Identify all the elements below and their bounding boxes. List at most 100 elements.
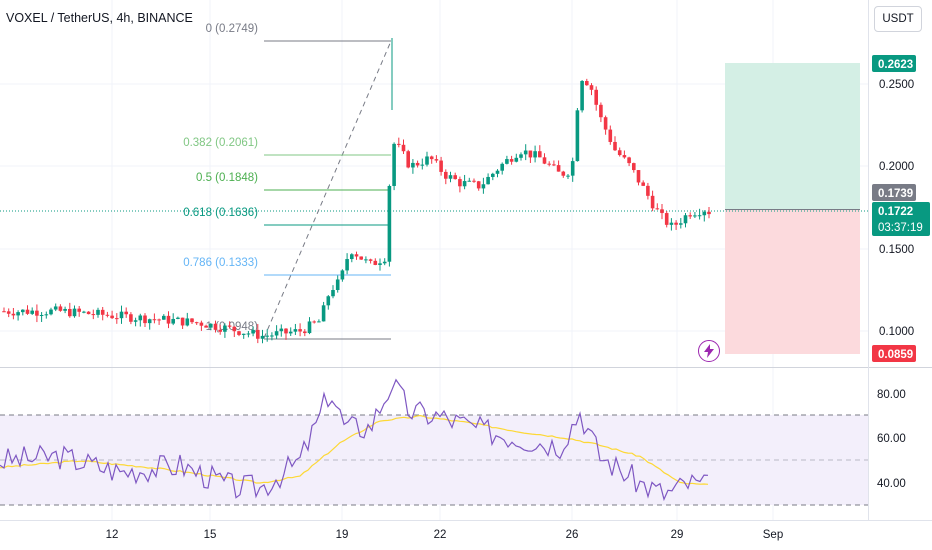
- price-tag-current: 0.1722 03:37:19: [872, 202, 930, 236]
- candle-body: [397, 143, 401, 145]
- candle-body: [570, 161, 575, 176]
- candle-body: [303, 331, 307, 334]
- bar-countdown: 03:37:19: [878, 222, 923, 234]
- candle-body: [702, 211, 707, 216]
- candle-body: [523, 150, 528, 155]
- candle-body: [566, 175, 570, 177]
- candle-body: [110, 315, 114, 319]
- candle-body: [68, 308, 72, 317]
- candle-body: [270, 335, 274, 337]
- candle-body: [63, 308, 67, 311]
- candle-body: [199, 322, 204, 326]
- candle-body: [406, 151, 410, 168]
- candle-body: [30, 310, 34, 314]
- position-loss-zone[interactable]: [725, 210, 860, 354]
- candle-body: [21, 309, 25, 313]
- candle-body: [185, 318, 190, 326]
- candle-body: [180, 317, 185, 326]
- candle-body: [669, 222, 674, 225]
- fib-label-1: 1 (0.0948): [206, 321, 259, 333]
- candle-body: [599, 104, 603, 118]
- candle-body: [335, 279, 340, 291]
- candle-body: [77, 308, 81, 312]
- candle-body: [312, 321, 316, 323]
- candle-body: [664, 213, 669, 225]
- candle-body: [495, 170, 500, 174]
- candle-body: [209, 323, 213, 328]
- candle-body: [53, 306, 58, 310]
- fib-retracement[interactable]: 0 (0.2749) 0.382 (0.2061) 0.5 (0.1848) 0…: [183, 23, 392, 340]
- candle-body: [129, 314, 133, 322]
- candle-body: [11, 313, 16, 316]
- candle-body: [608, 129, 613, 142]
- symbol-title[interactable]: VOXEL / TetherUS, 4h, BINANCE: [6, 11, 193, 25]
- candle-body: [321, 305, 326, 322]
- candle-body: [284, 328, 288, 334]
- rsi-tick: 80.00: [877, 389, 906, 401]
- candle-body: [458, 179, 462, 187]
- time-axis[interactable]: 12 15 19 22 26 29 Sep: [106, 529, 784, 541]
- fib-label-786: 0.786 (0.1333): [183, 257, 258, 269]
- candle-body: [350, 254, 354, 260]
- candle-body: [331, 290, 335, 297]
- candle-body: [218, 329, 222, 332]
- candle-body: [514, 157, 519, 162]
- candle-body: [697, 215, 702, 217]
- candle-body: [613, 141, 617, 151]
- candle-body: [415, 162, 420, 166]
- lightning-bolt-icon[interactable]: [698, 340, 720, 362]
- candle-body: [453, 175, 457, 180]
- candle-body: [462, 181, 467, 187]
- candle-body: [138, 315, 143, 321]
- candle-body: [636, 170, 641, 183]
- candle-body: [561, 171, 566, 176]
- candle-body: [115, 318, 119, 320]
- candle-body: [119, 311, 124, 319]
- candle-body: [674, 222, 678, 225]
- candle-body: [491, 173, 495, 177]
- candle-body: [688, 215, 692, 217]
- currency-button[interactable]: USDT: [874, 6, 922, 32]
- candle-body: [326, 296, 331, 306]
- candle-body: [411, 162, 415, 168]
- candle-body: [58, 306, 63, 311]
- candle-body: [340, 270, 345, 280]
- candle-body: [190, 318, 194, 323]
- candle-body: [444, 171, 448, 179]
- rsi-axis[interactable]: 80.00 60.00 40.00: [877, 389, 906, 490]
- candle-body: [448, 175, 453, 179]
- candle-body: [589, 85, 594, 90]
- candle-body: [627, 157, 631, 164]
- candle-body: [157, 319, 161, 321]
- candle-body: [49, 309, 53, 315]
- candle-body: [260, 335, 265, 339]
- candle-body: [317, 321, 321, 323]
- candle-body: [505, 159, 509, 164]
- fib-label-0: 0 (0.2749): [206, 23, 259, 35]
- candle-body: [105, 314, 110, 316]
- candle-body: [213, 323, 218, 330]
- candle-body: [359, 256, 363, 260]
- candle-body: [382, 261, 387, 264]
- candle-body: [35, 310, 39, 316]
- svg-text:0.1722: 0.1722: [878, 206, 913, 218]
- candle-body: [486, 176, 490, 185]
- svg-text:0.2623: 0.2623: [878, 59, 913, 71]
- candle-body: [204, 325, 208, 328]
- candle-body: [345, 259, 349, 271]
- time-tick: 12: [106, 529, 119, 541]
- candle-body: [693, 215, 697, 217]
- time-tick: 15: [204, 529, 217, 541]
- candle-body: [434, 159, 439, 161]
- candle-body: [476, 181, 481, 189]
- candle-body: [223, 325, 227, 332]
- candle-body: [6, 311, 11, 314]
- candle-body: [655, 208, 660, 210]
- candle-body: [439, 160, 443, 172]
- price-axis[interactable]: 0.2500 0.2000 0.1500 0.1000: [879, 79, 914, 338]
- candle-body: [660, 209, 664, 214]
- candle-body: [580, 81, 584, 111]
- candle-body: [679, 223, 683, 225]
- position-profit-zone[interactable]: [725, 63, 860, 209]
